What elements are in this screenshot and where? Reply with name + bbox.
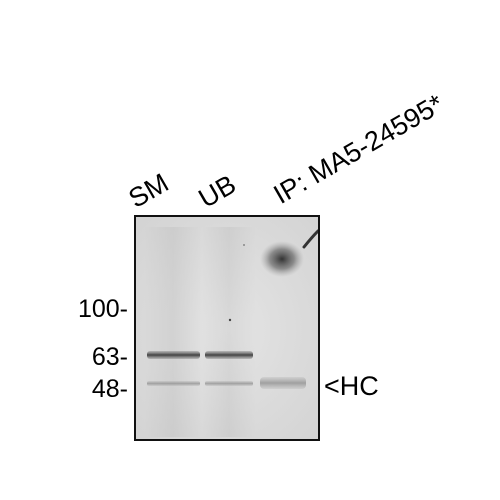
lane-ub-shade — [202, 227, 256, 437]
heavy-chain-label: <HC — [324, 371, 379, 401]
lane-label-sm: SM — [123, 167, 174, 214]
band-ip-hc — [260, 377, 306, 389]
ip-spot — [260, 241, 304, 277]
band-ub-hc — [205, 381, 253, 386]
dust-speck — [228, 318, 232, 322]
marker-100: 100- — [77, 295, 128, 323]
lane-label-ip: IP: MA5-24595* — [268, 88, 449, 210]
dust-speck — [243, 244, 245, 246]
band-sm-hc — [147, 381, 200, 386]
lane-label-ub: UB — [193, 169, 241, 214]
marker-63: 63- — [91, 343, 128, 371]
marker-48: 48- — [91, 375, 128, 403]
lane-sm-shade — [144, 227, 202, 437]
band-sm-63 — [147, 351, 200, 359]
ip-streak — [302, 229, 318, 249]
band-ub-63 — [205, 351, 253, 359]
blot-image — [136, 217, 318, 439]
blot-membrane — [134, 215, 320, 441]
